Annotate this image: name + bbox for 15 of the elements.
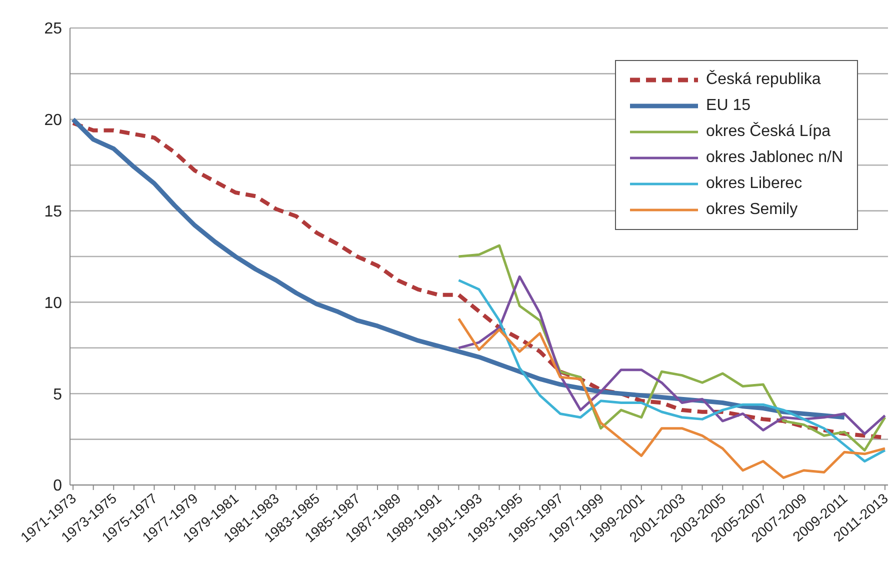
y-tick-label: 0 [53, 478, 62, 495]
line-series [457, 317, 886, 479]
legend-label: EU 15 [706, 96, 750, 116]
legend-label: okres Česká Lípa [706, 121, 831, 142]
y-tick-label: 20 [44, 112, 62, 130]
y-tick-label: 15 [44, 203, 62, 220]
legend-label: okres Semily [706, 200, 798, 220]
y-tick-label: 10 [44, 294, 62, 312]
legend-label: okres Jablonec n/N [706, 148, 843, 168]
legend-label: Česká republika [706, 69, 821, 90]
y-tick-label: 25 [44, 20, 62, 38]
legend-label: okres Liberec [706, 174, 802, 194]
line-series [457, 275, 886, 436]
line-series [457, 279, 886, 462]
y-tick-label: 5 [53, 386, 62, 404]
